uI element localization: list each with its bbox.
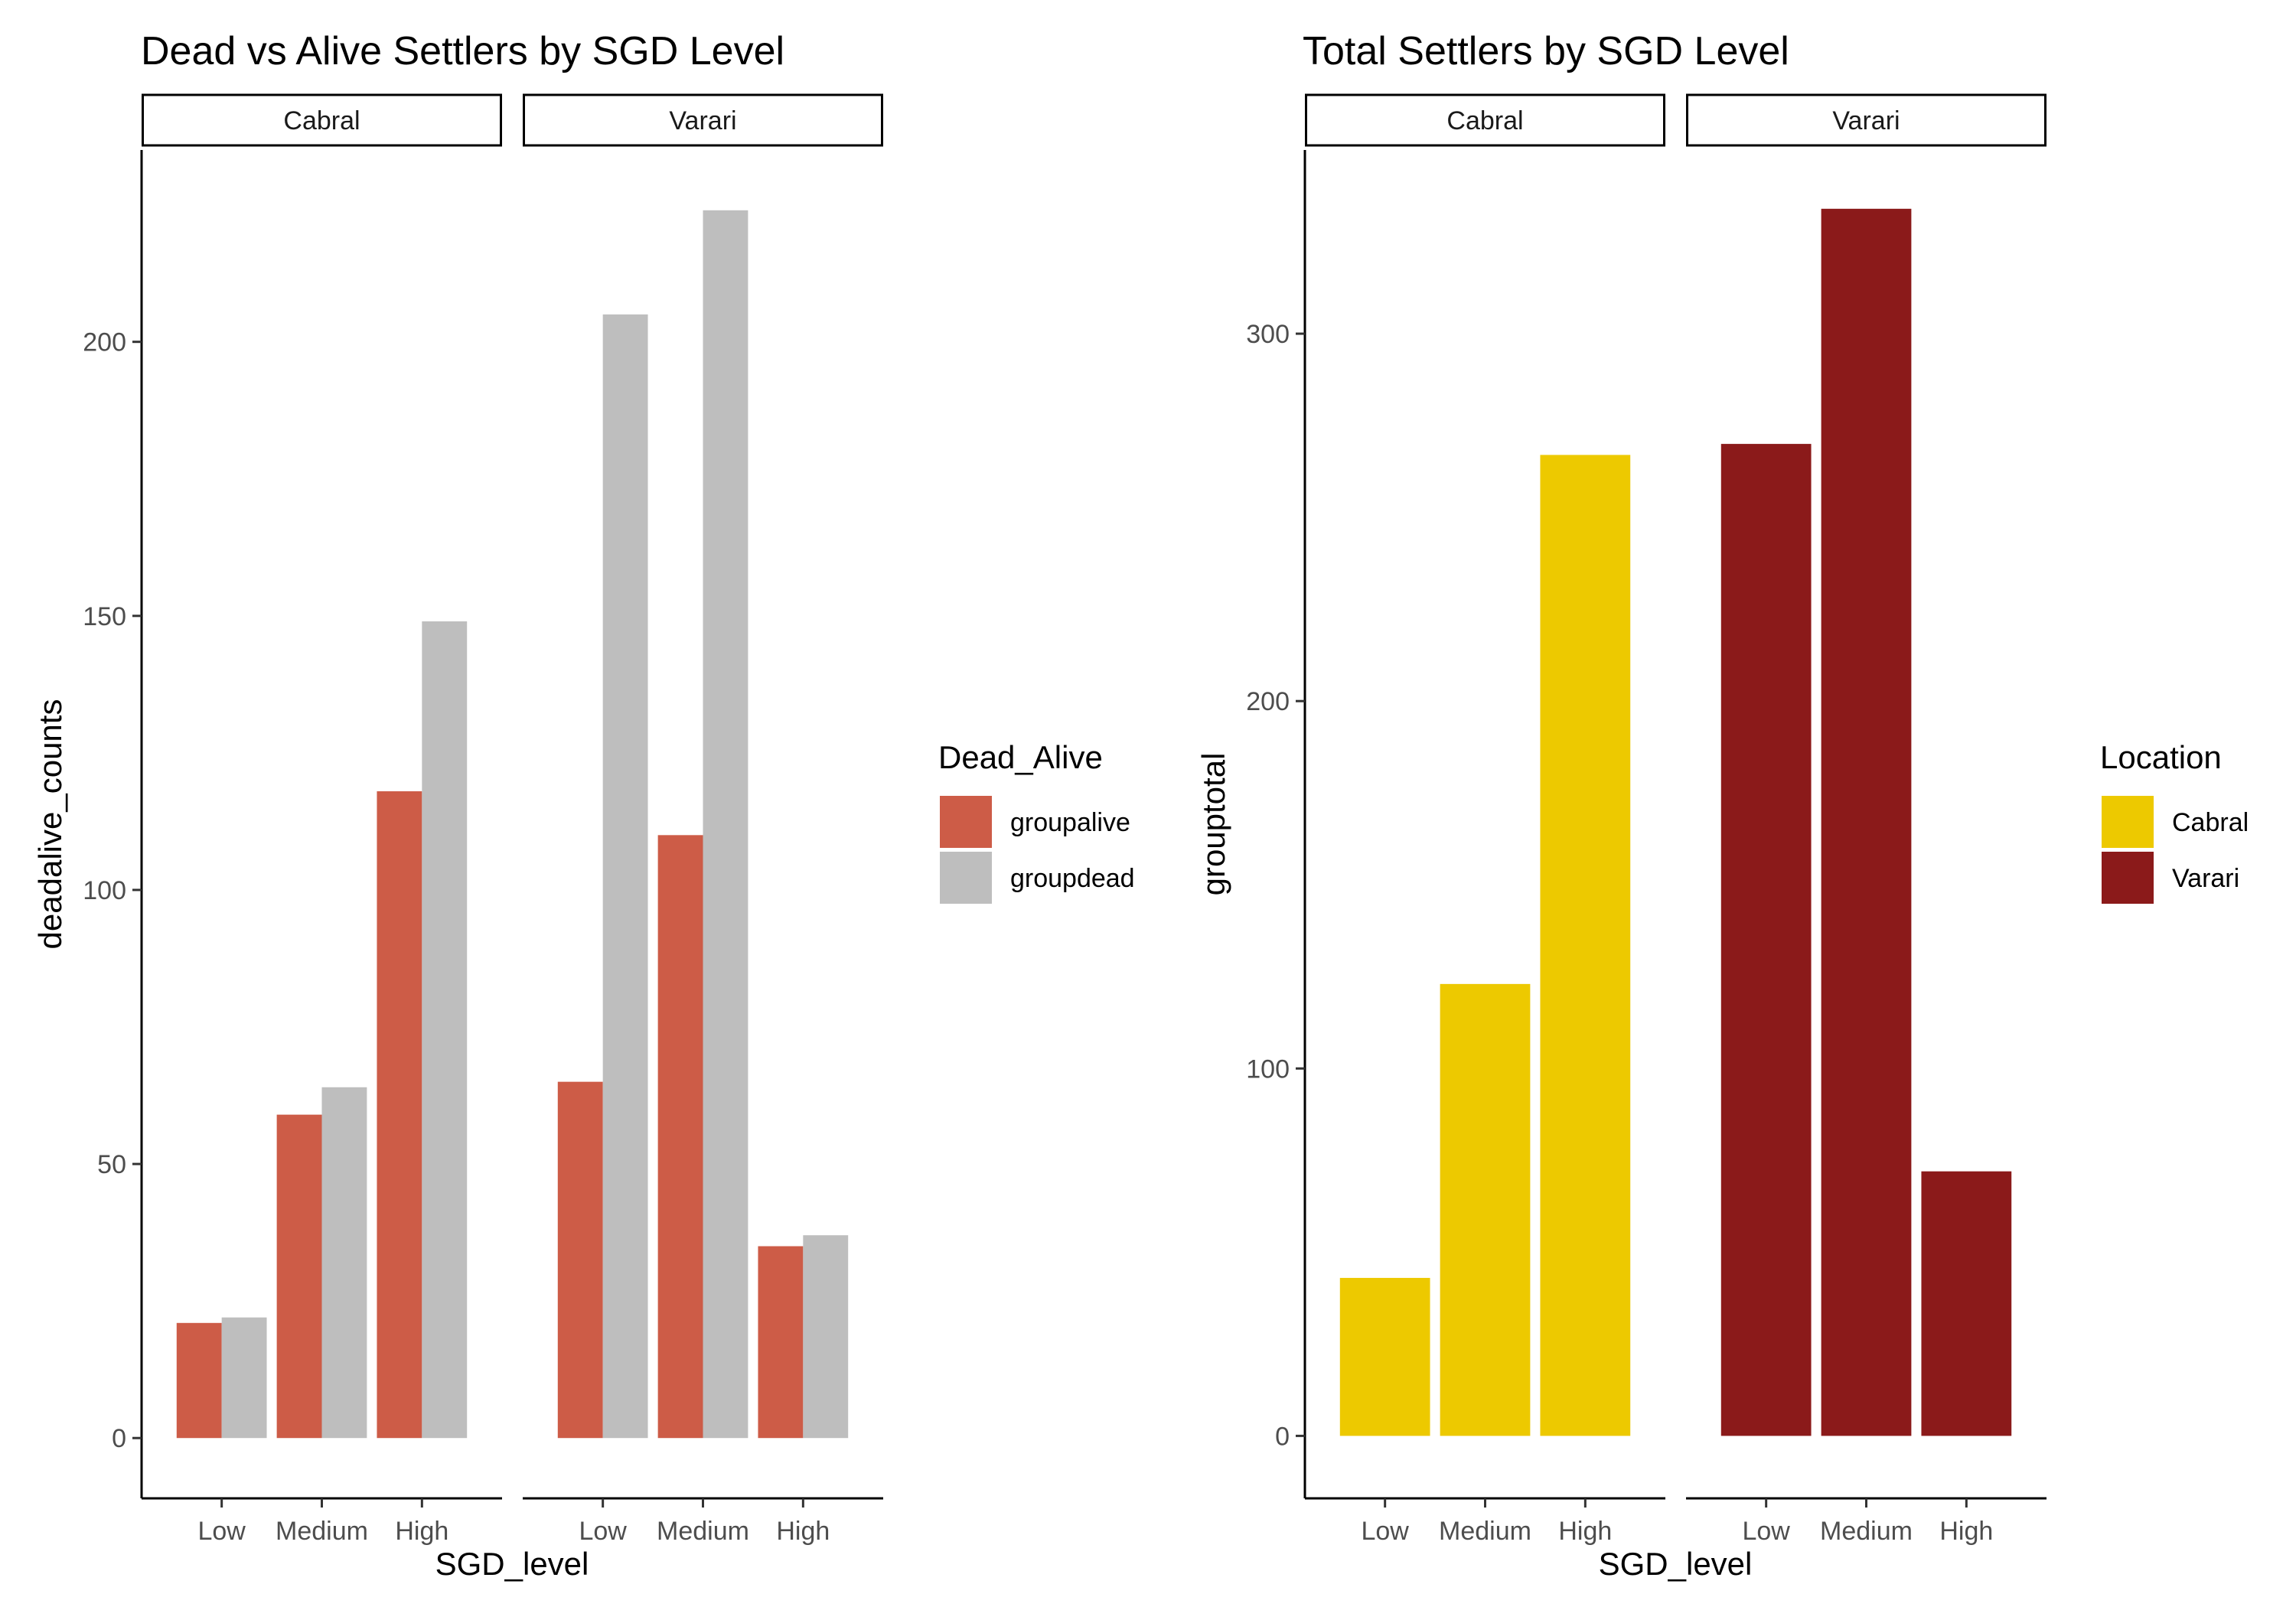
x-tick-label: High <box>1939 1517 1993 1546</box>
bar-cabral-low-cabral <box>1339 1277 1430 1436</box>
x-tick-label: High <box>776 1517 830 1546</box>
x-axis-label: SGD_level <box>435 1546 589 1582</box>
x-tick-label: Low <box>197 1517 246 1546</box>
x-tick-label: High <box>395 1517 448 1546</box>
legend-key-cabral <box>2102 796 2154 848</box>
legend-label-groupdead: groupdead <box>1010 864 1135 893</box>
bar-cabral-high-cabral <box>1540 455 1631 1436</box>
legend-title: Dead_Alive <box>938 739 1103 775</box>
bar-varari-high-varari <box>1921 1171 2012 1436</box>
bar-varari-medium-varari <box>1821 208 1912 1436</box>
y-tick-label: 200 <box>83 328 126 357</box>
facet-strip-label: Varari <box>1832 106 1900 135</box>
x-tick-label: Low <box>1742 1517 1790 1546</box>
y-tick-label: 100 <box>83 876 126 905</box>
legend-title: Location <box>2100 739 2222 775</box>
chart-1: Dead vs Alive Settlers by SGD Level 0 50 10… <box>32 29 1135 1582</box>
legend: Location Cabral Varari <box>2100 739 2249 904</box>
legend-key-groupdead <box>940 852 992 904</box>
x-tick-label: High <box>1558 1517 1612 1546</box>
legend-label-cabral: Cabral <box>2172 808 2249 837</box>
legend: Dead_Alive groupalive groupdead <box>938 739 1135 904</box>
x-tick-label: Medium <box>276 1517 368 1546</box>
facet-strip <box>523 93 883 147</box>
x-tick-label: Medium <box>657 1517 749 1546</box>
bar-cabral-low-groupalive <box>176 1322 222 1439</box>
x-tick-label: Low <box>1361 1517 1409 1546</box>
bar-varari-medium-groupalive <box>657 835 703 1439</box>
y-tick-label: 200 <box>1246 687 1290 716</box>
bar-varari-high-groupalive <box>758 1246 804 1439</box>
x-axis-label: SGD_level <box>1599 1546 1753 1582</box>
facet-strip-label: Varari <box>669 106 736 135</box>
legend-key-groupalive <box>940 796 992 848</box>
bar-cabral-medium-groupdead <box>321 1087 367 1439</box>
x-tick-label: Medium <box>1820 1517 1913 1546</box>
chart-2: Total Settlers by SGD Level 0 100 200 300 gro… <box>1195 29 2249 1582</box>
facet-strip <box>142 93 502 147</box>
x-tick-label: Medium <box>1439 1517 1531 1546</box>
y-tick-label: 100 <box>1246 1054 1290 1084</box>
bar-cabral-high-groupdead <box>422 621 468 1439</box>
bar-varari-high-groupdead <box>803 1235 849 1439</box>
facet-strip <box>1305 93 1665 147</box>
facet-strip <box>1686 93 2047 147</box>
legend-label-varari: Varari <box>2172 864 2239 893</box>
bar-cabral-high-groupalive <box>377 791 422 1439</box>
bar-varari-low-groupdead <box>602 314 648 1439</box>
y-tick-label: 150 <box>83 602 126 631</box>
facet-strip-label: Cabral <box>1446 106 1523 135</box>
bar-cabral-medium-cabral <box>1440 983 1531 1436</box>
y-tick-label: 300 <box>1246 320 1290 349</box>
bar-cabral-medium-groupalive <box>276 1114 322 1439</box>
bar-varari-medium-groupdead <box>703 210 748 1439</box>
chart-title: Dead vs Alive Settlers by SGD Level <box>141 29 784 73</box>
bar-varari-low-groupalive <box>557 1081 603 1439</box>
x-tick-label: Low <box>579 1517 627 1546</box>
y-tick-label: 0 <box>112 1424 126 1453</box>
bar-varari-low-varari <box>1720 444 1812 1436</box>
bar-cabral-low-groupdead <box>221 1317 267 1439</box>
chart-title: Total Settlers by SGD Level <box>1303 29 1789 73</box>
y-axis-label: deadalive_counts <box>32 699 68 950</box>
y-tick-label: 50 <box>97 1150 126 1179</box>
y-axis-label: grouptotal <box>1195 753 1231 896</box>
y-tick-label: 0 <box>1275 1422 1290 1451</box>
legend-label-groupalive: groupalive <box>1010 808 1130 837</box>
legend-key-varari <box>2102 852 2154 904</box>
facet-strip-label: Cabral <box>283 106 360 135</box>
